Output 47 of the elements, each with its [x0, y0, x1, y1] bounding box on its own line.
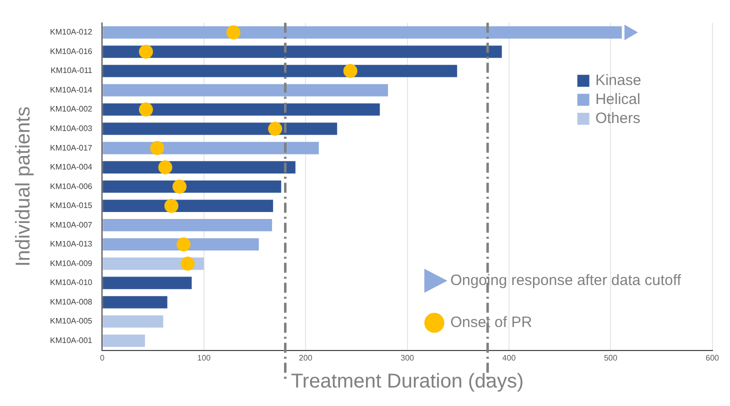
bar: [102, 26, 622, 39]
x-tick-label: 0: [100, 353, 106, 362]
y-tick-label: KM10A-010: [50, 278, 93, 288]
bar: [102, 334, 145, 347]
bar: [102, 219, 272, 232]
x-axis-title: Treatment Duration (days): [290, 370, 524, 393]
y-tick-label: KM10A-012: [50, 28, 93, 37]
y-tick-label: KM10A-003: [50, 124, 93, 133]
bar: [102, 180, 282, 193]
x-tick-label: 500: [604, 353, 618, 362]
y-tick-label: KM10A-016: [50, 46, 93, 56]
y-tick-label: KM10A-014: [50, 85, 93, 94]
bar: [102, 161, 296, 174]
x-tick-label: 400: [502, 353, 516, 362]
y-tick-label: KM10A-006: [50, 182, 93, 191]
y-tick-label: KM10A-007: [50, 220, 93, 230]
legend-label: Kinase: [595, 72, 642, 89]
bar: [102, 296, 168, 308]
bar: [102, 103, 380, 116]
bar: [102, 315, 164, 328]
bar: [102, 142, 319, 154]
y-tick-label: KM10A-015: [50, 201, 93, 210]
y-tick-label: KM10A-009: [50, 258, 93, 268]
y-tick-label: KM10A-004: [50, 162, 93, 172]
bar: [102, 200, 274, 212]
legend-label: Helical: [595, 90, 640, 108]
y-tick-label: KM10A-001: [50, 336, 93, 345]
bar: [102, 122, 338, 135]
bar: [102, 64, 458, 78]
legend-label: Ongoing response after data cutoff: [450, 272, 682, 289]
bar: [102, 276, 192, 290]
y-tick-label: KM10A-013: [50, 240, 93, 249]
legend-label: Others: [595, 110, 640, 127]
y-tick-label: KM10A-002: [50, 104, 93, 114]
x-tick-label: 200: [298, 353, 313, 362]
y-tick-label: KM10A-017: [50, 143, 93, 152]
y-tick-label: KM10A-011: [50, 66, 93, 76]
legend-label: Onset of PR: [450, 314, 532, 331]
bar: [102, 46, 502, 58]
y-tick-label: KM10A-005: [50, 316, 93, 326]
x-tick-label: 300: [400, 353, 415, 362]
bar: [102, 238, 259, 251]
x-tick-label: 600: [706, 353, 720, 362]
x-tick-label: 100: [197, 353, 212, 362]
y-tick-label: KM10A-008: [50, 297, 93, 306]
y-axis-title: Individual patients: [12, 106, 35, 267]
bar: [102, 84, 388, 96]
